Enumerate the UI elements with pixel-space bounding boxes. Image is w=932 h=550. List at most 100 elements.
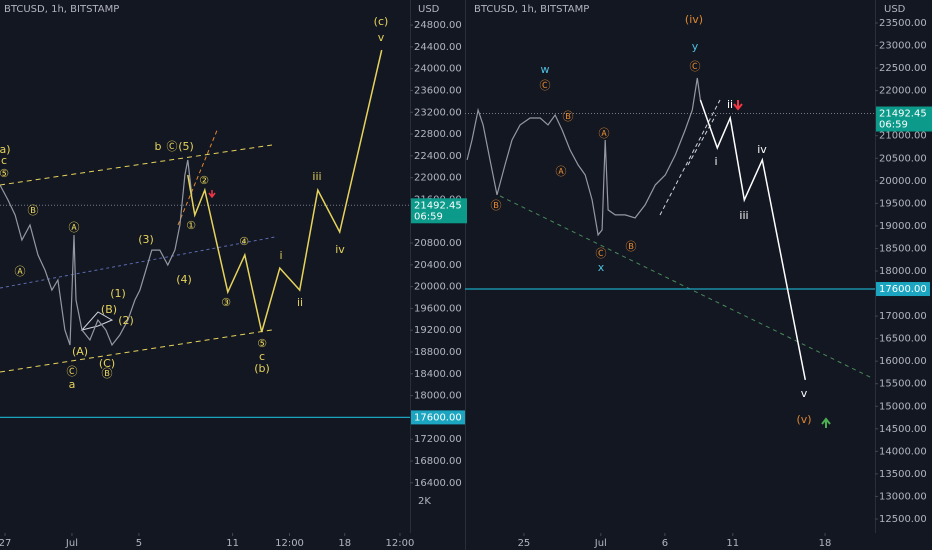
wave-label: iv <box>335 243 345 256</box>
wave-label: iv <box>757 143 767 156</box>
y-tick-label: 20000.00 <box>414 282 462 293</box>
y-tick-label: 24000.00 <box>414 64 462 75</box>
wave-label: Ⓑ <box>626 240 637 253</box>
x-tick-label: 6 <box>662 538 668 549</box>
wave-label: Ⓑ <box>102 367 113 380</box>
wave-label: ii <box>297 296 303 309</box>
level-label: 17600.00 <box>879 284 927 295</box>
wave-label: w <box>541 63 550 76</box>
y-tick-label: 16800.00 <box>414 456 462 467</box>
mid-line <box>0 236 276 289</box>
x-tick-label: 12:00 <box>386 538 415 549</box>
y-tick-label: 14000.00 <box>879 446 927 457</box>
y-tick-label: 19200.00 <box>414 325 462 336</box>
y-tick-label: 24800.00 <box>414 20 462 31</box>
lower-trend <box>499 195 873 379</box>
wave-label: (c) <box>374 15 389 28</box>
wave-label: a <box>69 378 76 391</box>
x-tick-label: 11 <box>226 538 239 549</box>
y-tick-label: 16500.00 <box>879 334 927 345</box>
wave-label: Ⓐ <box>599 127 610 140</box>
down-arrow <box>208 190 216 199</box>
y-tick-label: 12500.00 <box>879 514 927 525</box>
wave-label: (5) <box>178 140 194 153</box>
wedge-line-right-2 <box>687 114 717 166</box>
y-tick-label: 18000.00 <box>414 391 462 402</box>
wave-label: i <box>714 155 717 168</box>
wave-label: Ⓑ <box>491 199 502 212</box>
wave-label: ④ <box>239 235 249 248</box>
channel-top <box>0 144 273 186</box>
x-tick-label: 27 <box>0 538 11 549</box>
y-tick-label: 19600.00 <box>414 303 462 314</box>
wave-label: ii <box>727 98 733 111</box>
y-tick-label: 15500.00 <box>879 379 927 390</box>
y-tick-label: 13500.00 <box>879 469 927 480</box>
y-tick-label: 17000.00 <box>879 311 927 322</box>
y-tick-label: 20400.00 <box>414 260 462 271</box>
price-line <box>466 77 701 237</box>
y-tick-label: 14500.00 <box>879 424 927 435</box>
last-price-label: 21492.45 <box>879 109 927 120</box>
wave-label: (1) <box>110 287 126 300</box>
wedge-line-right <box>659 99 721 216</box>
wave-label: Ⓑ <box>28 204 39 217</box>
channel-bottom <box>0 329 273 373</box>
y-tick-label: 19000.00 <box>879 221 927 232</box>
wedge-line <box>177 127 219 226</box>
y-tick-label: 23200.00 <box>414 107 462 118</box>
y-tick-label: 19500.00 <box>879 198 927 209</box>
y-tick-label: 18400.00 <box>414 369 462 380</box>
y-tick-label: 18500.00 <box>879 243 927 254</box>
wave-label: ② <box>199 174 209 187</box>
y-tick-label: 16400.00 <box>414 478 462 489</box>
level-tag <box>876 282 930 297</box>
x-tick-label: 25 <box>518 538 531 549</box>
down-arrow <box>733 100 743 111</box>
up-arrow <box>821 417 831 428</box>
wave-label: (B) <box>101 303 117 316</box>
y-tick-label: 20800.00 <box>414 238 462 249</box>
last-price-tag <box>876 106 932 132</box>
y-tick-label: 22000.00 <box>879 86 927 97</box>
wave-label: (iv) <box>685 13 703 26</box>
price-line <box>0 159 193 347</box>
y-tick-label: 22800.00 <box>414 129 462 140</box>
symbol-title: BTCUSD, 1h, BITSTAMP <box>4 4 119 15</box>
y-tick-label: 22400.00 <box>414 151 462 162</box>
wave-label: Ⓐ <box>556 165 567 178</box>
symbol-title: BTCUSD, 1h, BITSTAMP <box>474 4 589 15</box>
wave-label: iii <box>739 209 748 222</box>
wave-label: Ⓒ <box>690 60 701 73</box>
x-tick-label: 5 <box>136 538 142 549</box>
x-tick-label: 12:00 <box>275 538 304 549</box>
y-tick-label: 17200.00 <box>414 434 462 445</box>
wave-label: ③ <box>221 296 231 309</box>
wave-label: x <box>598 261 605 274</box>
y-tick-label: 22000.00 <box>414 173 462 184</box>
x-tick-label: Jul <box>65 538 78 549</box>
y-tick-label: 23000.00 <box>879 41 927 52</box>
currency-label: USD <box>884 4 906 15</box>
countdown-label: 06:59 <box>879 120 908 131</box>
wave-label: v <box>378 31 385 44</box>
y-tick-label: 16000.00 <box>879 356 927 367</box>
y-tick-label: 15000.00 <box>879 401 927 412</box>
wave-label: iii <box>312 170 321 183</box>
level-tag <box>411 410 465 425</box>
wave-label: Ⓑ <box>563 110 574 123</box>
x-tick-label: 18 <box>338 538 351 549</box>
wave-label: Ⓒ <box>596 247 607 260</box>
y-tick-label: 20500.00 <box>879 153 927 164</box>
y-tick-label: 22500.00 <box>879 63 927 74</box>
y-tick-label: 24400.00 <box>414 42 462 53</box>
volume-label: 2K <box>418 496 431 507</box>
triangle <box>80 311 114 331</box>
last-price-label: 21492.45 <box>414 200 462 211</box>
last-price-tag <box>411 198 467 224</box>
wave-label: Ⓒ <box>540 79 551 92</box>
wave-label: (A) <box>72 345 88 358</box>
countdown-label: 06:59 <box>414 211 443 222</box>
x-tick-label: 18 <box>819 538 832 549</box>
